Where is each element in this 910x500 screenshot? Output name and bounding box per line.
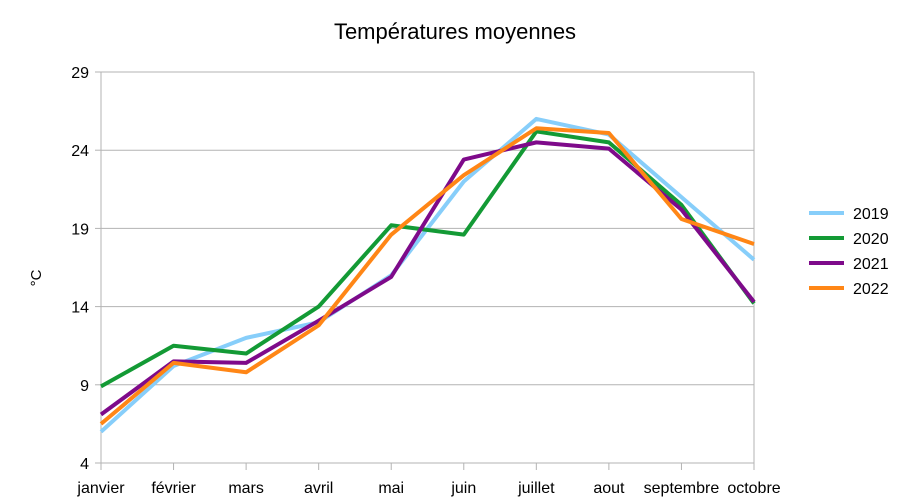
legend-label-2019: 2019 — [853, 206, 889, 223]
x-tick-label-avril: avril — [304, 480, 333, 497]
x-tick-label-janvier: janvier — [76, 480, 125, 497]
x-tick-label-février: février — [151, 480, 196, 497]
x-tick-label-juin: juin — [450, 480, 476, 497]
y-tick-label-1: 9 — [80, 378, 89, 395]
x-tick-label-mai: mai — [378, 480, 404, 497]
gridlines — [101, 71, 754, 464]
x-tick-label-octobre: octobre — [727, 480, 780, 497]
legend-label-2020: 2020 — [853, 231, 889, 248]
x-tick-label-aout: aout — [593, 480, 625, 497]
y-tick-label-4: 24 — [71, 143, 89, 160]
y-axis-title: °C — [28, 269, 45, 286]
y-tick-label-0: 4 — [80, 456, 89, 473]
x-tick-label-septembre: septembre — [644, 480, 720, 497]
series-line-2022 — [99, 126, 755, 426]
axes — [95, 71, 755, 470]
legend-label-2022: 2022 — [853, 281, 889, 298]
x-tick-label-mars: mars — [228, 480, 264, 497]
y-tick-label-2: 14 — [71, 300, 89, 317]
y-tick-label-5: 29 — [71, 65, 89, 82]
chart-title: Températures moyennes — [334, 19, 576, 44]
legend-label-2021: 2021 — [853, 256, 889, 273]
series-line-2020 — [100, 129, 756, 389]
legend: 2019 2020 2021 2022 — [809, 206, 889, 298]
x-tick-label-juillet: juillet — [517, 480, 555, 497]
series-line-2021 — [99, 140, 756, 417]
y-tick-label-3: 19 — [71, 221, 89, 238]
tick-labels: 4 9 14 19 24 29 janvier février mars avril mai juin… — [71, 65, 781, 497]
series-lines — [99, 116, 756, 434]
